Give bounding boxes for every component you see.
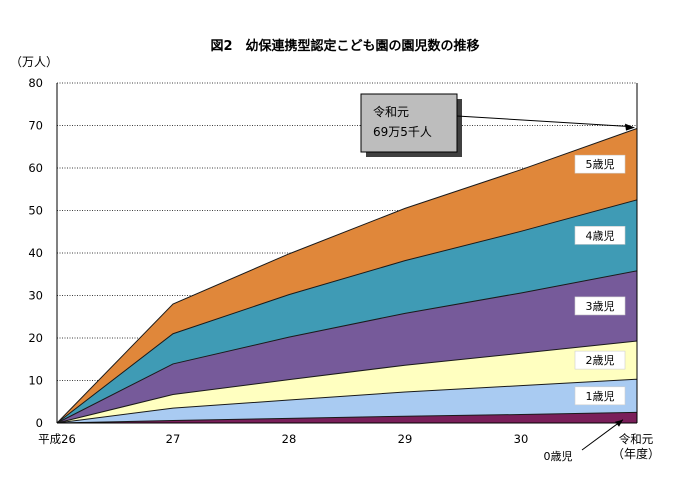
callout-line1: 令和元 — [373, 104, 409, 119]
zero-label-arrowhead — [615, 419, 623, 427]
x-tick-label: 30 — [514, 432, 529, 446]
callout-box — [360, 93, 458, 153]
stacked-areas — [56, 128, 638, 424]
y-tick-label: 40 — [28, 246, 43, 260]
x-tick-label: 29 — [398, 432, 413, 446]
series-label-box — [574, 226, 626, 245]
y-tick-label: 70 — [28, 119, 43, 133]
series-label: 1歳児 — [586, 390, 615, 403]
area-5歳児 — [57, 128, 637, 423]
callout-line2: 69万5千人 — [373, 125, 432, 139]
area-3歳児 — [57, 270, 637, 423]
area-4歳児 — [57, 199, 637, 423]
series-top-line — [56, 411, 638, 424]
y-tick-label: 80 — [28, 76, 43, 90]
series-label: 5歳児 — [586, 158, 615, 171]
x-tick-label: 28 — [282, 432, 297, 446]
axes: 0 10 20 30 40 50 60 70 80 平成26 27 28 29 30 令和元 — [28, 76, 653, 446]
series-label: 4歳児 — [586, 229, 615, 242]
x-tick-label: 平成26 — [38, 432, 76, 446]
chart-title: 図2 幼保連携型認定こども園の園児数の推移 — [210, 38, 479, 54]
series-label-zero: 0歳児 — [544, 450, 573, 463]
series-top-line — [56, 199, 638, 424]
series-label-box — [574, 296, 626, 316]
y-tick-label: 30 — [28, 289, 43, 303]
series-label: 3歳児 — [586, 300, 615, 313]
x-tick-label: 27 — [166, 432, 181, 446]
series-label-box — [574, 350, 626, 370]
series-label-box — [574, 154, 626, 174]
x-tick-label: 令和元 — [619, 432, 654, 446]
series-top-line — [56, 340, 638, 424]
y-tick-label: 0 — [36, 416, 43, 430]
callout-arrowhead — [625, 123, 635, 131]
area-1歳児 — [57, 379, 637, 423]
area-2歳児 — [57, 340, 637, 423]
y-axis-unit-label: （万人） — [10, 55, 58, 69]
callout-arrow — [456, 115, 632, 128]
x-axis-unit-label: （年度） — [612, 446, 660, 461]
y-tick-label: 60 — [28, 161, 43, 175]
y-tick-label: 50 — [28, 204, 43, 218]
series-top-line — [56, 128, 638, 424]
zero-label-arrow — [581, 419, 624, 451]
callout: 令和元 69万5千人 — [360, 93, 635, 157]
series-top-line — [56, 378, 638, 424]
series-labels: 1歳児 2歳児 3歳児 4歳児 5歳児 0歳児 — [544, 154, 626, 463]
series-top-line — [56, 270, 638, 424]
y-tick-label: 20 — [28, 331, 43, 345]
series-label: 2歳児 — [586, 354, 615, 367]
series-label-box — [574, 386, 626, 406]
y-tick-label: 10 — [28, 374, 43, 388]
